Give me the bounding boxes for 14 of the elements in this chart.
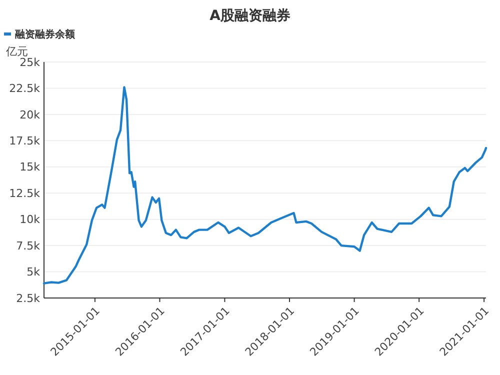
y-axis-title: 亿元: [5, 45, 28, 58]
y-tick-label: 5k: [26, 266, 41, 279]
line-series: [42, 86, 488, 284]
y-tick-label: 20k: [20, 108, 41, 122]
y-tick-label: 15k: [20, 160, 41, 174]
y-tick-label: 17.5k: [9, 134, 41, 148]
y-tick-label: 25k: [20, 56, 41, 69]
y-tick-label: 10k: [20, 213, 41, 226]
chart-title: A股融资融券: [210, 8, 290, 24]
y-tick-label: 7.5k: [16, 239, 41, 252]
y-tick-label: 12.5k: [9, 186, 41, 200]
y-tick-label: 2.5k: [16, 292, 41, 305]
legend-label: 融资融券余额: [15, 28, 76, 40]
y-tick-label: 22.5k: [9, 82, 41, 96]
